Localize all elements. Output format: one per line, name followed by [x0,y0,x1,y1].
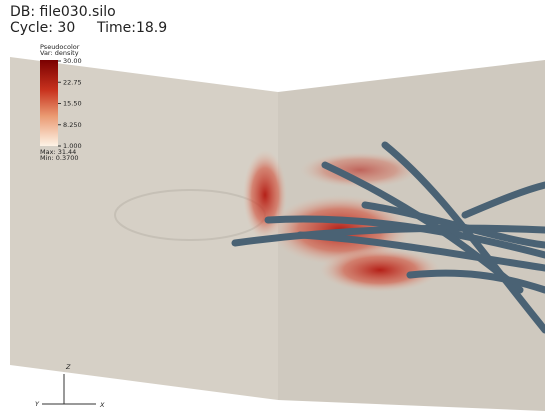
color-bar-label: 15.50 [63,100,82,108]
database-label: DB: file030.silo [10,4,116,20]
color-bar [40,60,58,146]
time-label: Time:18.9 [96,20,167,36]
right-plane [278,60,545,411]
variable-name: Var: density [40,49,79,57]
x-label: X [99,401,105,409]
color-bar-label: 30.00 [63,57,82,65]
streamlines [231,141,545,334]
color-bar-label: 8.250 [63,121,82,129]
axis-triad [42,374,96,405]
cycle-label: Cycle: 30 [10,20,75,36]
density-region [320,248,440,292]
min-label: Min: 0.3700 [40,154,79,162]
color-bar-label: 22.75 [63,78,82,86]
streamline [264,215,545,259]
max-label: Max: 31.44 [40,148,76,156]
y-label: Y [35,400,40,408]
streamline [296,231,545,272]
plot-name: Pseudocolor [40,43,80,51]
color-bar-label: 1.000 [63,142,82,150]
z-label: Z [65,363,71,371]
streamline [231,224,545,247]
streamline [381,141,545,334]
streamline [406,269,545,294]
streamline [461,181,545,219]
density-region [300,152,420,188]
left-plane [10,57,278,400]
